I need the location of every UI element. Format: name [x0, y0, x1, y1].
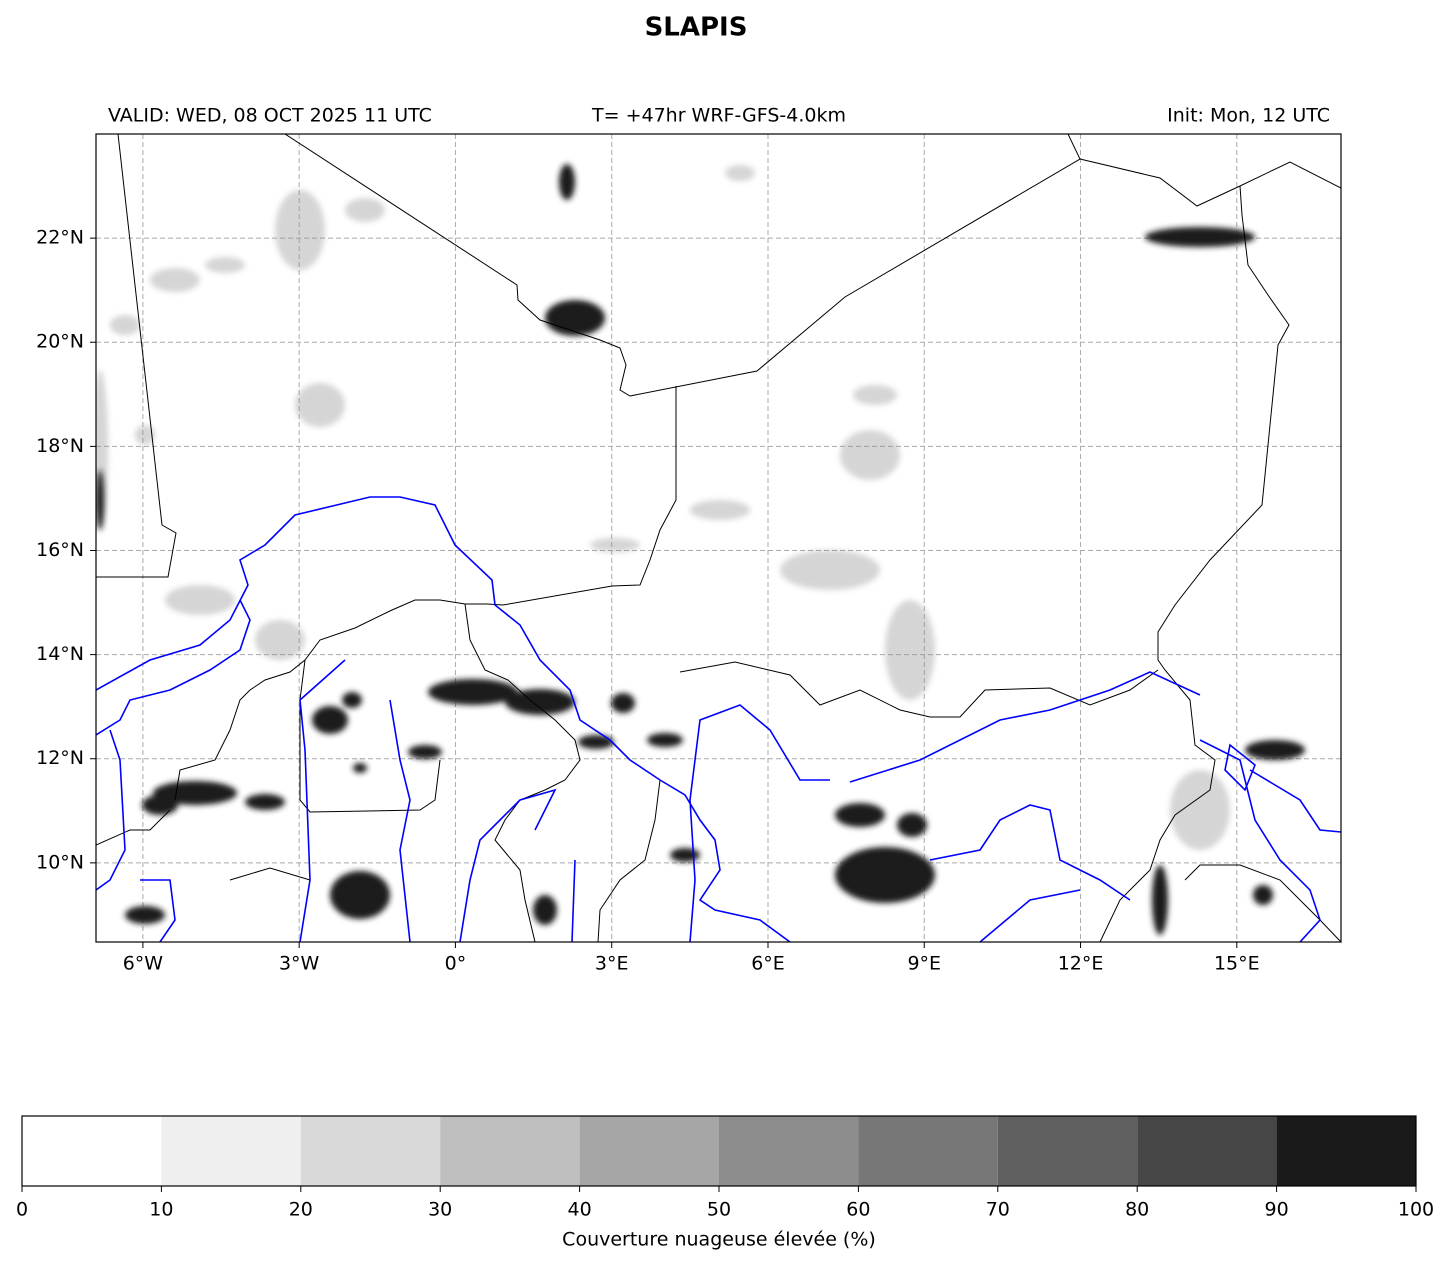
- x-tick-label: 3°E: [595, 953, 629, 975]
- colorbar-tick-label: 0: [16, 1199, 28, 1221]
- colorbar-tick-label: 50: [707, 1199, 731, 1221]
- valid-time: VALID: WED, 08 OCT 2025 11 UTC: [108, 105, 432, 127]
- colorbar-segment: [1137, 1116, 1277, 1186]
- colorbar: 0 10 20 30 40 50 60 70 80 90 100: [16, 1115, 1434, 1221]
- y-tick-label: 14°N: [36, 643, 84, 665]
- colorbar-segment: [440, 1116, 580, 1186]
- run-info: T= +47hr WRF-GFS-4.0km: [591, 105, 846, 127]
- colorbar-tick-label: 10: [149, 1199, 173, 1221]
- colorbar-segment: [719, 1116, 859, 1186]
- map-frame: [95, 133, 1342, 943]
- colorbar-segment: [858, 1116, 998, 1186]
- x-tick-label: 3°W: [279, 953, 320, 975]
- x-tick-label: 6°W: [123, 953, 164, 975]
- x-tick-label: 9°E: [907, 953, 941, 975]
- init-time: Init: Mon, 12 UTC: [1167, 105, 1330, 127]
- x-tick-label: 15°E: [1214, 953, 1260, 975]
- y-tick-label: 22°N: [36, 227, 84, 249]
- x-tick-label: 12°E: [1058, 953, 1104, 975]
- y-tick-label: 16°N: [36, 539, 84, 561]
- grid: [96, 134, 1341, 942]
- colorbar-tick-label: 80: [1125, 1199, 1149, 1221]
- colorbar-segment: [300, 1116, 441, 1186]
- colorbar-tick-label: 20: [289, 1199, 313, 1221]
- y-tick-label: 12°N: [36, 747, 84, 769]
- colorbar-segment: [997, 1116, 1138, 1186]
- y-tick-label: 10°N: [36, 851, 84, 873]
- colorbar-segment: [579, 1116, 719, 1186]
- cloud-field: [96, 134, 1341, 942]
- colorbar-tick-label: 40: [568, 1199, 592, 1221]
- x-tick-label: 6°E: [751, 953, 785, 975]
- x-tick-label: 0°: [445, 953, 467, 975]
- title: SLAPIS: [645, 13, 748, 43]
- colorbar-tick-label: 90: [1265, 1199, 1289, 1221]
- colorbar-tick-label: 60: [846, 1199, 870, 1221]
- colorbar-tick-label: 70: [986, 1199, 1010, 1221]
- colorbar-label: Couverture nuageuse élevée (%): [562, 1229, 876, 1251]
- colorbar-segment: [22, 1116, 162, 1186]
- y-tick-label: 20°N: [36, 331, 84, 353]
- colorbar-segment: [1276, 1116, 1416, 1186]
- colorbar-segment: [161, 1116, 301, 1186]
- colorbar-tick-label: 30: [428, 1199, 452, 1221]
- colorbar-tick-label: 100: [1398, 1199, 1434, 1221]
- y-tick-label: 18°N: [36, 435, 84, 457]
